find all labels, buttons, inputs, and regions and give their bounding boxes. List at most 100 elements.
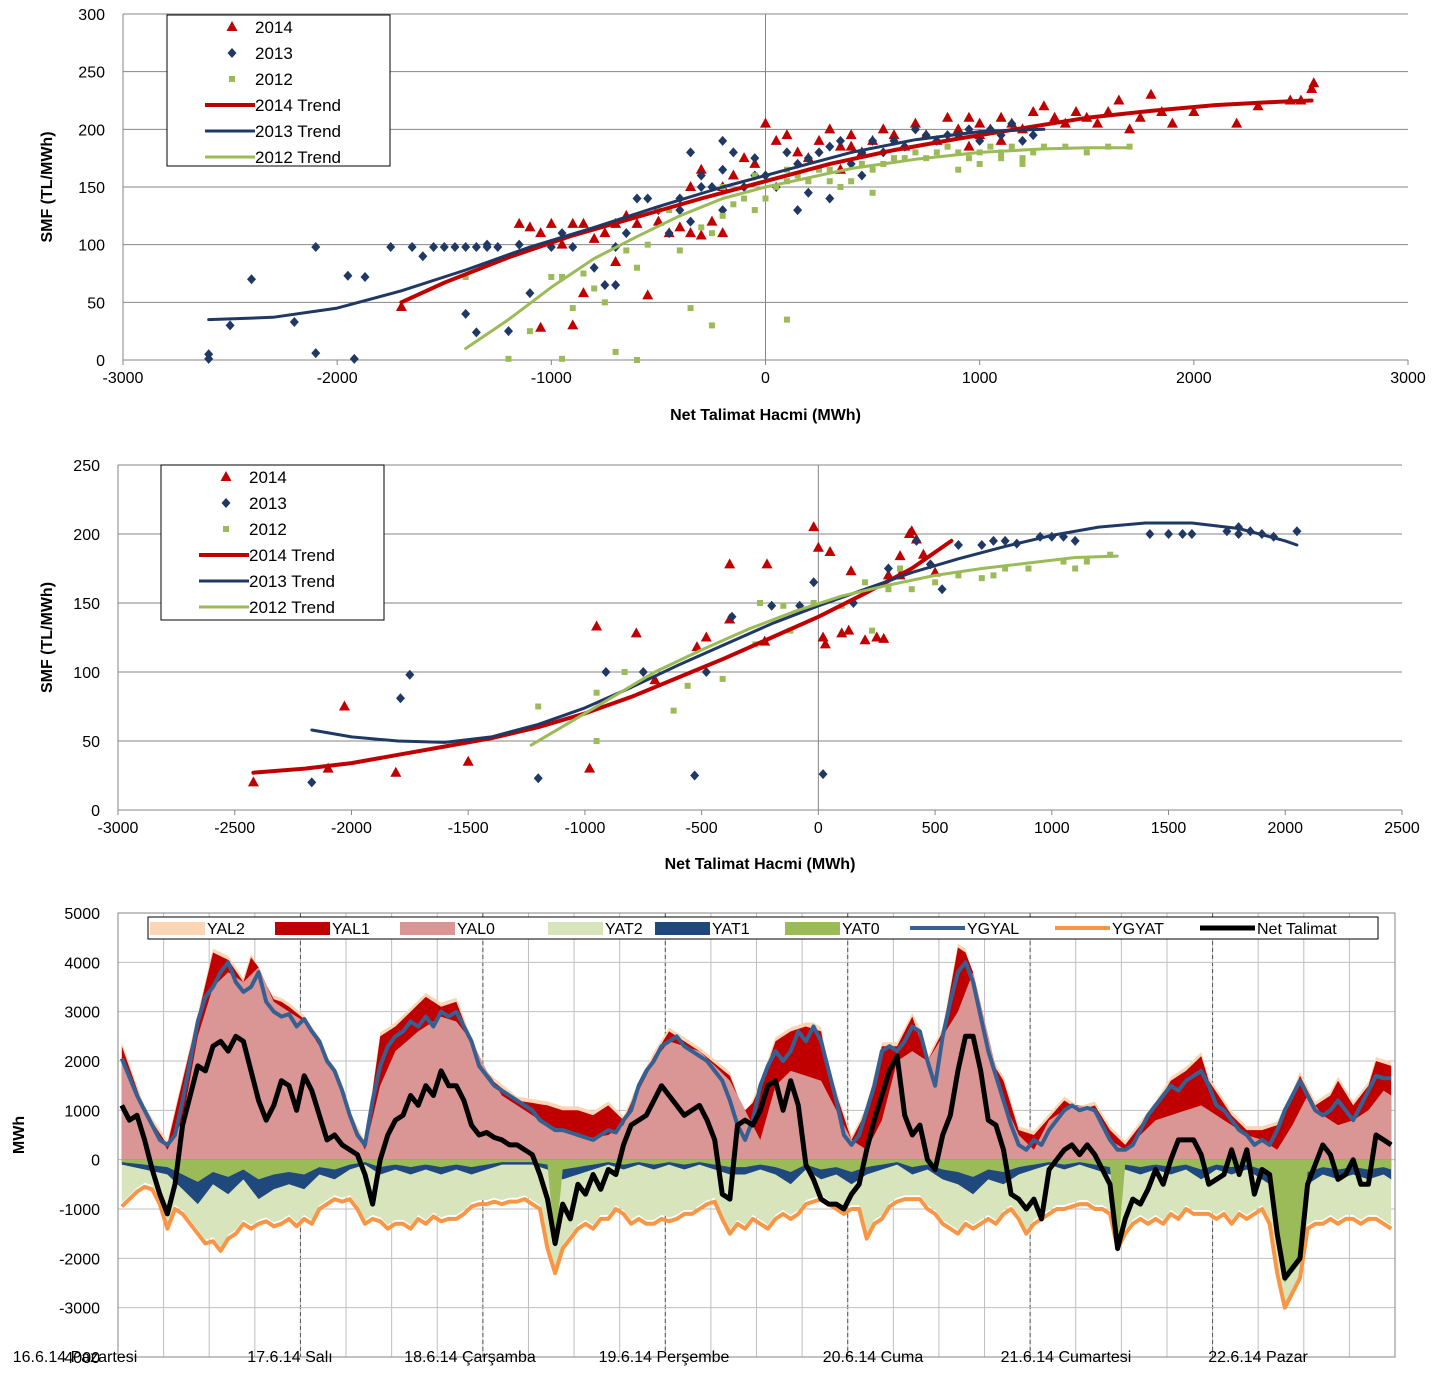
- data-point-2013: [461, 241, 471, 252]
- x-tick-label: 1000: [962, 370, 998, 387]
- data-point-2012: [730, 201, 737, 208]
- data-point-2013: [883, 563, 893, 574]
- data-point-2014: [724, 558, 736, 569]
- data-point-2012: [965, 155, 972, 162]
- data-point-2013: [696, 182, 706, 192]
- y-tick-label: -2000: [59, 1251, 100, 1268]
- legend-label: YAT0: [842, 921, 880, 938]
- y-tick-label: 0: [91, 803, 100, 820]
- data-point-2014: [1070, 106, 1082, 117]
- data-point-2014: [610, 255, 622, 266]
- line-net-talimat: [119, 1033, 1393, 1281]
- data-point-2013: [247, 274, 256, 285]
- data-point-2014: [700, 631, 712, 642]
- data-point-2014: [845, 565, 857, 576]
- data-point-2014: [674, 221, 686, 232]
- legend-label: YGYAL: [967, 921, 1019, 938]
- trend-line-2013: [310, 521, 1299, 744]
- data-point-2013: [418, 251, 428, 262]
- y-tick-label: 300: [78, 7, 105, 24]
- data-point-2013: [1145, 529, 1155, 539]
- legend-swatch: [400, 922, 455, 935]
- data-point-2012: [1030, 149, 1037, 156]
- x-tick-label: -500: [686, 820, 718, 837]
- data-point-2014: [813, 134, 825, 145]
- data-point-2012: [944, 143, 951, 150]
- data-point-2012: [837, 184, 844, 190]
- data-point-2012: [990, 572, 997, 579]
- data-point-2013: [589, 262, 599, 273]
- line-ygyal: [119, 960, 1392, 1152]
- data-point-2013: [953, 540, 963, 551]
- data-point-2013: [225, 320, 235, 331]
- data-point-2013: [643, 193, 653, 204]
- data-point-2012: [826, 166, 833, 173]
- trend-line-2012: [529, 554, 1119, 747]
- data-point-2014: [535, 321, 547, 332]
- data-point-2014: [952, 123, 964, 134]
- x-day-label: 21.6.14 Cumartesi: [1001, 1349, 1132, 1366]
- data-point-2014: [942, 111, 954, 122]
- data-point-2013: [701, 667, 711, 677]
- legend-box: [147, 916, 1379, 940]
- x-day-label: 22.6.14 Pazar: [1208, 1349, 1308, 1366]
- data-point-2012: [987, 143, 994, 150]
- x-tick-label: 3000: [1390, 370, 1426, 387]
- data-point-2013: [835, 135, 845, 146]
- x-tick-label: 1000: [1034, 820, 1070, 837]
- x-tick-label: -2000: [331, 820, 372, 837]
- legend-label: 2012: [255, 70, 293, 89]
- data-point-2012: [719, 675, 726, 682]
- legend-marker: [227, 48, 237, 58]
- data-point-2014: [588, 232, 600, 243]
- data-point-2014: [685, 227, 697, 238]
- data-point-2013: [1292, 526, 1302, 537]
- y-tick-label: 2000: [64, 1054, 100, 1071]
- data-point-2014: [567, 217, 579, 228]
- y-tick-label: 4000: [64, 955, 100, 972]
- data-point-2012: [1019, 160, 1026, 167]
- data-point-2013: [311, 348, 321, 359]
- data-point-2012: [687, 305, 694, 312]
- data-point-2014: [727, 169, 739, 180]
- data-point-2014: [567, 319, 579, 330]
- data-point-2013: [868, 135, 878, 146]
- data-point-2012: [741, 195, 748, 202]
- data-point-2012: [1060, 558, 1067, 565]
- data-point-2012: [976, 160, 983, 167]
- legend-label: 2013: [255, 44, 293, 63]
- x-tick-label: 0: [814, 820, 823, 837]
- data-point-2013: [675, 205, 685, 216]
- data-point-2012: [891, 155, 897, 162]
- y-axis-title: SMF (TL/MWh): [39, 582, 56, 693]
- x-tick-label: 0: [761, 370, 770, 387]
- data-point-2014: [836, 627, 848, 638]
- data-point-2013: [686, 216, 696, 227]
- x-tick-label: -3000: [98, 820, 139, 837]
- data-point-2012: [621, 669, 628, 675]
- data-point-2014: [760, 117, 771, 128]
- legend-marker: [226, 21, 238, 31]
- data-point-2012: [676, 247, 683, 254]
- x-tick-label: 1500: [1151, 820, 1187, 837]
- data-point-2012: [869, 189, 876, 196]
- data-point-2013: [621, 228, 631, 239]
- y-tick-label: 0: [91, 1153, 100, 1170]
- x-tick-label: -2000: [317, 370, 358, 387]
- legend-label: 2012 Trend: [249, 598, 335, 617]
- legend-box: [160, 464, 385, 621]
- data-point-2013: [718, 164, 728, 175]
- data-point-2014: [1124, 123, 1136, 134]
- legend-swatch: [785, 922, 840, 935]
- data-point-2013: [825, 193, 835, 204]
- data-point-2014: [817, 631, 829, 642]
- data-point-2012: [912, 149, 919, 156]
- data-point-2012: [805, 178, 812, 185]
- data-point-2012: [783, 316, 790, 323]
- data-point-2014: [882, 569, 894, 580]
- x-axis-title: Net Talimat Hacmi (MWh): [670, 407, 861, 424]
- data-point-2013: [750, 153, 760, 164]
- x-tick-label: 2500: [1384, 820, 1420, 837]
- data-point-2013: [1234, 529, 1244, 539]
